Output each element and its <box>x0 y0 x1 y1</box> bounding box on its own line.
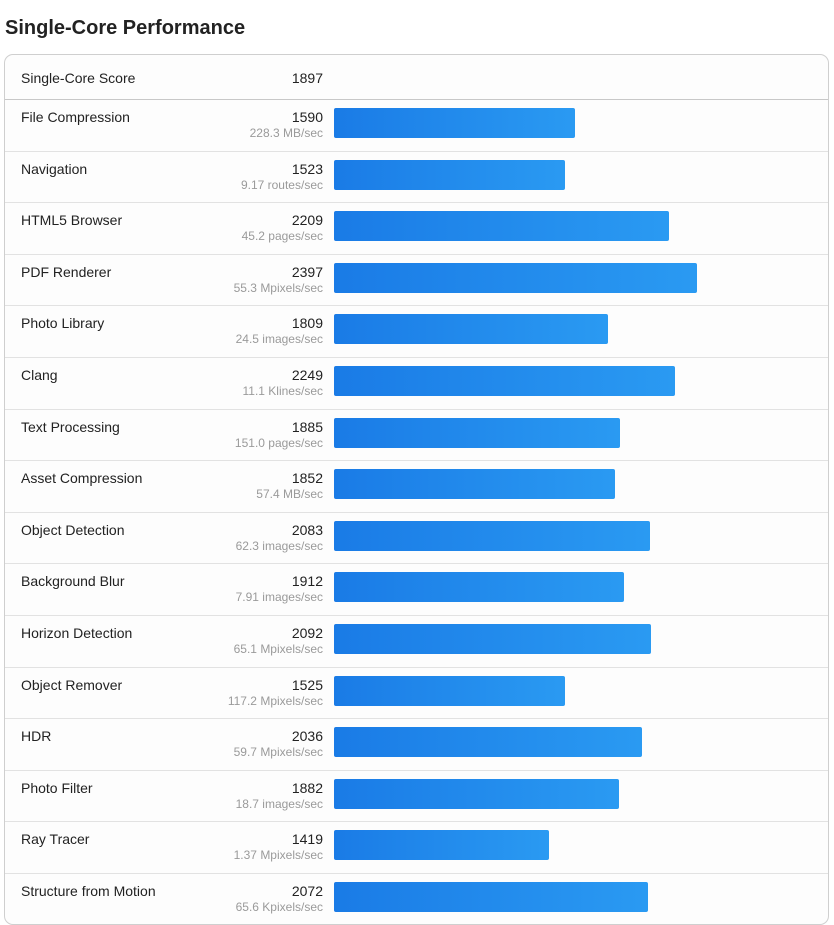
benchmark-name: Navigation <box>21 160 88 177</box>
benchmark-name: Ray Tracer <box>21 831 90 848</box>
benchmark-bar <box>334 727 642 758</box>
benchmark-bar <box>334 211 669 242</box>
benchmark-name: Horizon Detection <box>21 624 133 641</box>
single-core-score-row: Single-Core Score 1897 <box>5 55 828 100</box>
benchmark-score: 2036 <box>291 728 323 745</box>
benchmark-bar <box>334 778 619 809</box>
benchmark-rate: 57.4 MB/sec <box>256 487 323 502</box>
benchmark-name: Structure from Motion <box>21 882 156 899</box>
benchmark-bar <box>334 572 624 603</box>
benchmark-name: PDF Renderer <box>21 263 112 280</box>
benchmark-bar <box>334 675 565 706</box>
benchmark-score: 1852 <box>291 470 323 487</box>
benchmark-rate: 151.0 pages/sec <box>234 435 323 450</box>
benchmark-name: Object Remover <box>21 676 123 693</box>
benchmark-name: Photo Filter <box>21 779 93 796</box>
benchmark-bar <box>334 314 608 345</box>
benchmark-rate: 1.37 Mpixels/sec <box>233 848 323 863</box>
benchmark-row: Structure from Motion 2072 65.6 Kpixels/se… <box>5 874 828 924</box>
benchmark-score: 2083 <box>291 521 323 538</box>
benchmark-rate: 59.7 Mpixels/sec <box>233 745 323 760</box>
benchmark-score: 2397 <box>291 263 323 280</box>
benchmark-name: Text Processing <box>21 418 120 435</box>
benchmark-name: Asset Compression <box>21 470 143 487</box>
benchmark-score: 2092 <box>291 624 323 641</box>
benchmark-score: 1525 <box>291 676 323 693</box>
benchmark-row: Ray Tracer 1419 1.37 Mpixels/sec <box>5 822 828 874</box>
benchmark-bar <box>334 417 620 448</box>
benchmark-name: Object Detection <box>21 521 125 538</box>
score-value: 1897 <box>291 70 323 86</box>
benchmark-rate: 18.7 images/sec <box>235 796 323 811</box>
benchmark-score: 1885 <box>291 418 323 435</box>
benchmark-name: HDR <box>21 728 52 745</box>
benchmark-rate: 45.2 pages/sec <box>241 229 323 244</box>
benchmark-score: 1912 <box>291 573 323 590</box>
benchmark-score: 2249 <box>291 366 323 383</box>
benchmark-row: Background Blur 1912 7.91 images/sec <box>5 564 828 616</box>
benchmark-row: HTML5 Browser 2209 45.2 pages/sec <box>5 203 828 255</box>
benchmark-score: 2209 <box>291 212 323 229</box>
benchmark-bar <box>334 623 651 654</box>
benchmark-rate: 11.1 Klines/sec <box>242 383 324 398</box>
benchmark-score: 1419 <box>291 831 323 848</box>
benchmark-list: File Compression 1590 228.3 MB/sec Navigati… <box>5 100 828 924</box>
benchmark-score: 1882 <box>291 779 323 796</box>
benchmark-name: Clang <box>21 366 58 383</box>
benchmark-row: Text Processing 1885 151.0 pages/sec <box>5 410 828 462</box>
results-card: Single-Core Score 1897 File Compression 1… <box>4 54 829 925</box>
benchmark-bar <box>334 159 565 190</box>
benchmark-name: Background Blur <box>21 573 125 590</box>
benchmark-name: Photo Library <box>21 315 105 332</box>
benchmark-rate: 228.3 MB/sec <box>249 126 323 140</box>
benchmark-row: Asset Compression 1852 57.4 MB/sec <box>5 461 828 513</box>
benchmark-score: 1523 <box>291 160 323 177</box>
benchmark-row: Navigation 1523 9.17 routes/sec <box>5 152 828 204</box>
benchmark-bar <box>334 365 675 396</box>
benchmark-row: Photo Filter 1882 18.7 images/sec <box>5 771 828 823</box>
page-title: Single-Core Performance <box>5 17 246 39</box>
benchmark-rate: 7.91 images/sec <box>235 590 323 605</box>
benchmark-score: 1809 <box>291 315 323 332</box>
benchmark-bar <box>334 881 648 912</box>
benchmark-row: Photo Library 1809 24.5 images/sec <box>5 306 828 358</box>
benchmark-rate: 65.6 Kpixels/sec <box>235 899 323 914</box>
benchmark-rate: 65.1 Mpixels/sec <box>233 641 323 656</box>
benchmark-rate: 9.17 routes/sec <box>240 177 323 192</box>
benchmark-bar <box>334 108 575 138</box>
benchmark-bar <box>334 520 650 551</box>
benchmark-row: Object Detection 2083 62.3 images/sec <box>5 513 828 565</box>
benchmark-score: 1590 <box>291 109 323 125</box>
benchmark-row: Clang 2249 11.1 Klines/sec <box>5 358 828 410</box>
benchmark-rate: 62.3 images/sec <box>235 538 323 553</box>
benchmark-row: Object Remover 1525 117.2 Mpixels/sec <box>5 668 828 720</box>
benchmark-bar <box>334 830 549 861</box>
benchmark-rate: 117.2 Mpixels/sec <box>227 693 323 708</box>
benchmark-name: File Compression <box>21 109 130 125</box>
score-label: Single-Core Score <box>21 70 136 86</box>
benchmark-name: HTML5 Browser <box>21 212 123 229</box>
benchmark-score: 2072 <box>291 882 323 899</box>
benchmark-row: Horizon Detection 2092 65.1 Mpixels/sec <box>5 616 828 668</box>
benchmark-row: PDF Renderer 2397 55.3 Mpixels/sec <box>5 255 828 307</box>
benchmark-rate: 24.5 images/sec <box>235 332 323 347</box>
benchmark-rate: 55.3 Mpixels/sec <box>233 280 323 295</box>
benchmark-bar <box>334 262 697 293</box>
benchmark-row: HDR 2036 59.7 Mpixels/sec <box>5 719 828 771</box>
benchmark-row: File Compression 1590 228.3 MB/sec <box>5 100 828 152</box>
benchmark-bar <box>334 469 615 500</box>
